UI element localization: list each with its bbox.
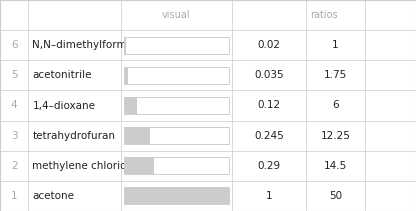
Text: methylene chloride: methylene chloride — [32, 161, 134, 171]
Text: 5: 5 — [11, 70, 17, 80]
Text: 3: 3 — [11, 131, 17, 141]
Bar — [124, 157, 154, 174]
Text: 6: 6 — [11, 40, 17, 50]
Bar — [124, 188, 229, 204]
Bar — [124, 97, 136, 114]
Bar — [124, 127, 229, 144]
Bar — [124, 67, 229, 84]
Text: 0.29: 0.29 — [258, 161, 280, 171]
Text: 1: 1 — [11, 191, 17, 201]
Text: 12.25: 12.25 — [321, 131, 350, 141]
Bar — [124, 67, 128, 84]
Text: 50: 50 — [329, 191, 342, 201]
Text: 6: 6 — [332, 100, 339, 111]
Text: 1,4–dioxane: 1,4–dioxane — [32, 100, 95, 111]
Text: 0.035: 0.035 — [254, 70, 284, 80]
Text: 0.245: 0.245 — [254, 131, 284, 141]
Text: 0.12: 0.12 — [258, 100, 280, 111]
Text: 2: 2 — [11, 161, 17, 171]
Bar — [124, 37, 229, 54]
Bar — [124, 97, 229, 114]
Text: N,N–dimethylformamide: N,N–dimethylformamide — [32, 40, 160, 50]
Bar — [124, 37, 126, 54]
Bar — [124, 188, 229, 204]
Text: 14.5: 14.5 — [324, 161, 347, 171]
Text: tetrahydrofuran: tetrahydrofuran — [32, 131, 116, 141]
Text: 1: 1 — [266, 191, 272, 201]
Bar — [124, 127, 150, 144]
Text: 1.75: 1.75 — [324, 70, 347, 80]
Text: ratios: ratios — [310, 10, 338, 20]
Text: 4: 4 — [11, 100, 17, 111]
Bar — [124, 157, 229, 174]
Text: 1: 1 — [332, 40, 339, 50]
Text: acetonitrile: acetonitrile — [32, 70, 92, 80]
Text: acetone: acetone — [32, 191, 74, 201]
Text: visual: visual — [162, 10, 191, 20]
Text: 0.02: 0.02 — [258, 40, 280, 50]
